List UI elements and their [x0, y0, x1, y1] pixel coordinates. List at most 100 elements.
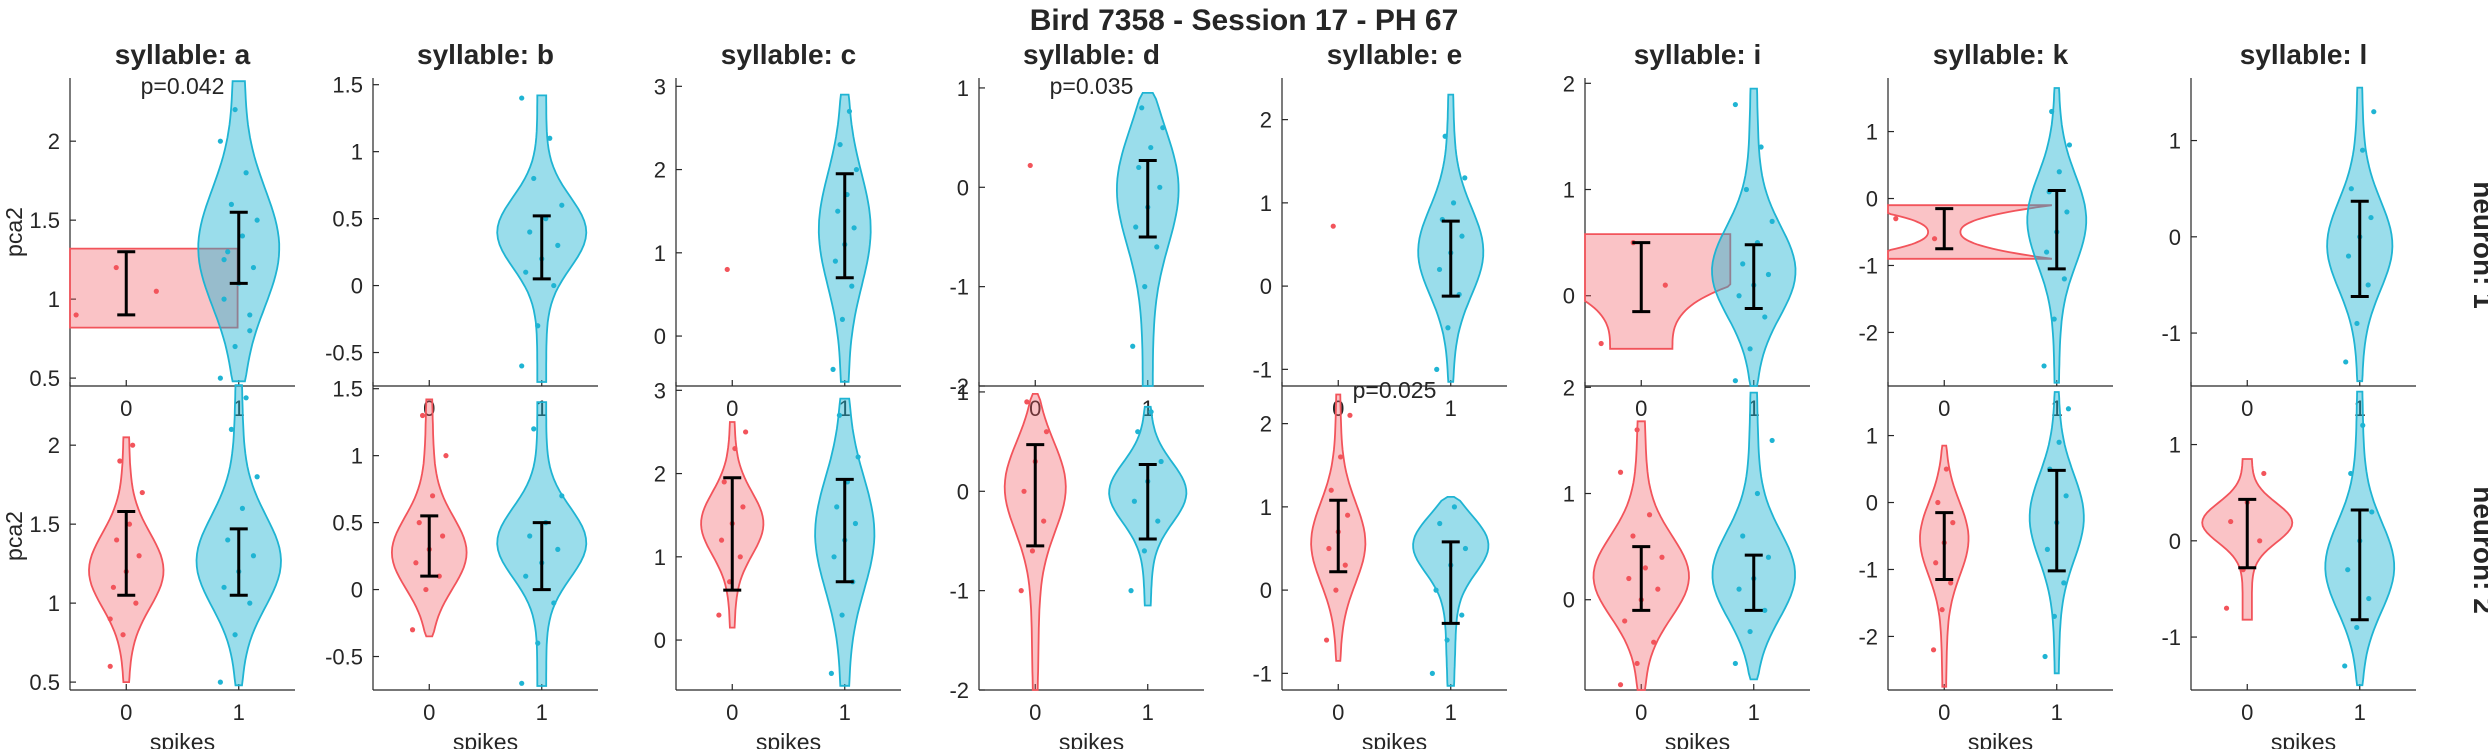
- group-1-point: [2343, 359, 2349, 365]
- x-tick-label: 1: [2354, 700, 2366, 725]
- group-0-point: [419, 412, 426, 419]
- y-tick-label: 1: [654, 241, 666, 266]
- x-tick-label: 0: [1635, 700, 1647, 725]
- y-tick-label: 1: [48, 287, 60, 312]
- panel-e-row-2: -1 0 1 2 0 1 spikes p=0.025: [1252, 377, 1507, 749]
- group-1-point: [2371, 109, 2377, 115]
- y-tick-label: -0.5: [325, 341, 363, 366]
- group-1-point: [535, 323, 541, 329]
- group-1-point: [1732, 378, 1738, 384]
- group-1-point: [559, 202, 565, 208]
- group-1-point: [1135, 429, 1141, 435]
- group-0-point: [1347, 412, 1353, 418]
- y-tick-label: 1: [48, 591, 60, 616]
- group-1-point: [1433, 587, 1439, 593]
- y-tick-label: 0.5: [29, 366, 60, 391]
- panel-l-row-2: -1 0 1 0 1 spikes: [2161, 382, 2416, 749]
- group-1-point: [1462, 545, 1469, 552]
- y-tick-label: 1: [2169, 433, 2181, 458]
- group-1-point: [1758, 144, 1764, 150]
- group-1-point: [247, 600, 253, 606]
- group-1-point: [555, 546, 561, 552]
- group-1-point: [243, 170, 249, 176]
- x-axis-label: spikes: [756, 729, 821, 749]
- group-0-point: [113, 264, 119, 271]
- panel-c-row-1: 012301syllable: c: [654, 39, 901, 421]
- group-1-point: [2354, 320, 2360, 327]
- x-tick-label: 0: [1938, 700, 1950, 725]
- group-1-point: [1131, 498, 1137, 504]
- y-tick-label: 1: [2169, 129, 2181, 154]
- group-0-point: [1948, 580, 1954, 586]
- group-1-point: [221, 296, 227, 302]
- y-tick-label: -1: [1858, 557, 1878, 582]
- panel-grid: 0.5 1 1.5 2 0 1 syllable: a pca2 p=0.042 0.5 1 1.5 2…: [1, 39, 2416, 749]
- group-1-point: [1444, 637, 1450, 643]
- x-tick-label: 0: [726, 396, 738, 421]
- group-1-point: [1769, 218, 1775, 224]
- group-1-point: [2056, 439, 2062, 445]
- group-1-point: [531, 426, 537, 432]
- group-0-point: [1018, 588, 1024, 594]
- y-tick-label: 0.5: [332, 207, 363, 232]
- group-0-point: [718, 537, 725, 543]
- group-1-point: [217, 679, 223, 685]
- p-value-label: p=0.025: [1353, 377, 1437, 403]
- x-axis-label: spikes: [453, 729, 518, 749]
- group-0-point: [1345, 512, 1351, 518]
- group-1-point: [1747, 628, 1753, 635]
- y-tick-label: 1: [351, 444, 363, 469]
- group-0-point: [107, 663, 113, 669]
- group-1-point: [2056, 169, 2062, 175]
- group-1-violin: [1115, 92, 1180, 387]
- y-tick-label: -2: [949, 678, 969, 703]
- group-0-point: [416, 520, 422, 526]
- panel-d-row-2: -2 -1 0 1 0 1 spikes: [949, 380, 1204, 749]
- group-1-point: [254, 217, 260, 223]
- group-1-point: [846, 108, 853, 114]
- y-tick-label: 1.5: [332, 377, 363, 402]
- group-1-point: [2065, 406, 2072, 412]
- group-1-point: [250, 553, 257, 559]
- y-tick-label: 1: [1866, 424, 1878, 449]
- panel-title: syllable: c: [721, 39, 856, 70]
- group-1-point: [247, 312, 253, 318]
- group-0-point: [1626, 575, 1632, 582]
- group-0-point: [139, 489, 145, 496]
- group-1-point: [2345, 567, 2351, 573]
- group-1-point: [1462, 175, 1468, 181]
- panel-k-row-1: -2-10101syllable: k: [1858, 39, 2113, 421]
- group-0-point: [1617, 469, 1624, 475]
- group-0-point: [133, 600, 139, 606]
- x-tick-label: 0: [1029, 396, 1041, 421]
- panel-title: syllable: i: [1634, 39, 1762, 70]
- group-1-point: [1436, 266, 1443, 273]
- y-tick-label: 2: [654, 462, 666, 487]
- x-tick-label: 1: [1445, 700, 1457, 725]
- group-0-point: [2261, 470, 2267, 477]
- group-0-point: [423, 586, 429, 593]
- y-tick-label: -1: [949, 579, 969, 604]
- group-1-point: [551, 600, 557, 606]
- group-0-point: [153, 288, 159, 294]
- group-1-point: [2041, 363, 2047, 369]
- y-tick-label: -2: [1858, 624, 1878, 649]
- group-0-point: [1642, 565, 1648, 571]
- group-1-point: [225, 249, 231, 255]
- group-1-point: [555, 242, 561, 248]
- group-1-point: [1133, 224, 1139, 230]
- group-0-point: [136, 553, 142, 559]
- group-1-point: [1762, 314, 1768, 320]
- group-1-point: [831, 554, 837, 560]
- group-1-point: [1459, 233, 1465, 239]
- group-0-point: [107, 616, 113, 622]
- group-1-point: [849, 283, 855, 289]
- group-1-point: [551, 282, 557, 289]
- group-1-point: [2061, 580, 2067, 586]
- group-0-point: [1342, 562, 1348, 568]
- group-1-point: [1434, 366, 1440, 372]
- y-tick-label: 0: [1563, 284, 1575, 309]
- group-0-point: [1323, 637, 1330, 643]
- x-tick-label: 0: [726, 700, 738, 725]
- x-tick-label: 0: [1938, 396, 1950, 421]
